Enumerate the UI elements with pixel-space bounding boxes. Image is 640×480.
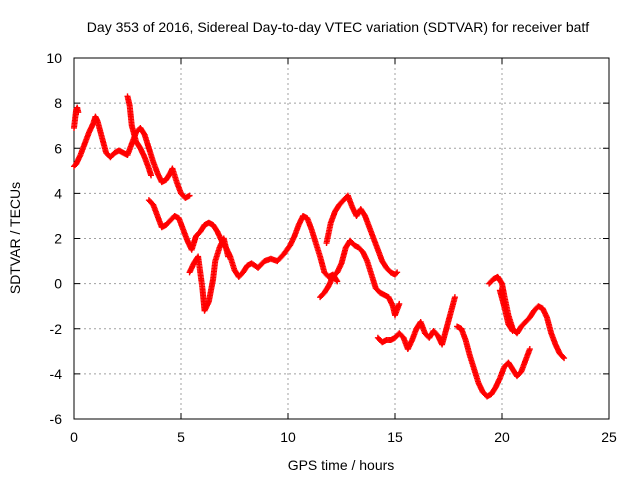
data-point: [186, 192, 193, 199]
y-tick-label: 8: [54, 95, 62, 111]
y-tick-label: 2: [54, 231, 62, 247]
data-series: [145, 197, 341, 285]
x-tick-label: 25: [601, 429, 617, 445]
data-point: [334, 278, 341, 285]
chart-title: Day 353 of 2016, Sidereal Day-to-day VTE…: [87, 19, 590, 35]
data-point: [333, 277, 340, 284]
data-series: [71, 113, 193, 201]
data-point: [394, 269, 401, 276]
data-point: [509, 328, 516, 335]
data-point: [561, 355, 568, 362]
data-point: [526, 346, 533, 353]
data-series: [374, 294, 458, 353]
data-point: [393, 270, 400, 277]
data-point: [148, 172, 155, 179]
y-tick-label: 6: [54, 140, 62, 156]
data-series: [496, 287, 516, 335]
y-tick-label: 10: [46, 50, 62, 66]
y-tick-label: -2: [50, 321, 63, 337]
data-point: [451, 294, 458, 301]
x-tick-label: 5: [177, 429, 185, 445]
grid-layer: [74, 58, 609, 419]
data-point: [508, 326, 515, 333]
y-tick-label: 4: [54, 185, 62, 201]
y-tick-label: -4: [50, 366, 63, 382]
data-series: [317, 237, 403, 319]
x-axis-label: GPS time / hours: [288, 457, 395, 473]
y-tick-label: -6: [50, 411, 63, 427]
data-point: [75, 109, 82, 116]
y-axis-label: SDTVAR / TECUs: [7, 182, 23, 294]
data-series: [486, 273, 568, 362]
tick-layer: 0 5 10 15 20 25 -6 -4 -2 0 2 4 6 8 10: [46, 50, 617, 445]
data-point: [559, 353, 566, 360]
data-series: [323, 192, 401, 278]
data-series: [454, 323, 533, 400]
data-series: [124, 93, 155, 179]
data-series: [71, 104, 82, 131]
x-tick-label: 15: [387, 429, 403, 445]
data-series: [186, 235, 232, 314]
x-tick-label: 20: [494, 429, 510, 445]
data-point: [396, 300, 403, 307]
data-point: [225, 253, 232, 260]
data-layer: [71, 93, 568, 400]
y-tick-label: 0: [54, 276, 62, 292]
x-tick-label: 0: [70, 429, 78, 445]
x-tick-label: 10: [280, 429, 296, 445]
